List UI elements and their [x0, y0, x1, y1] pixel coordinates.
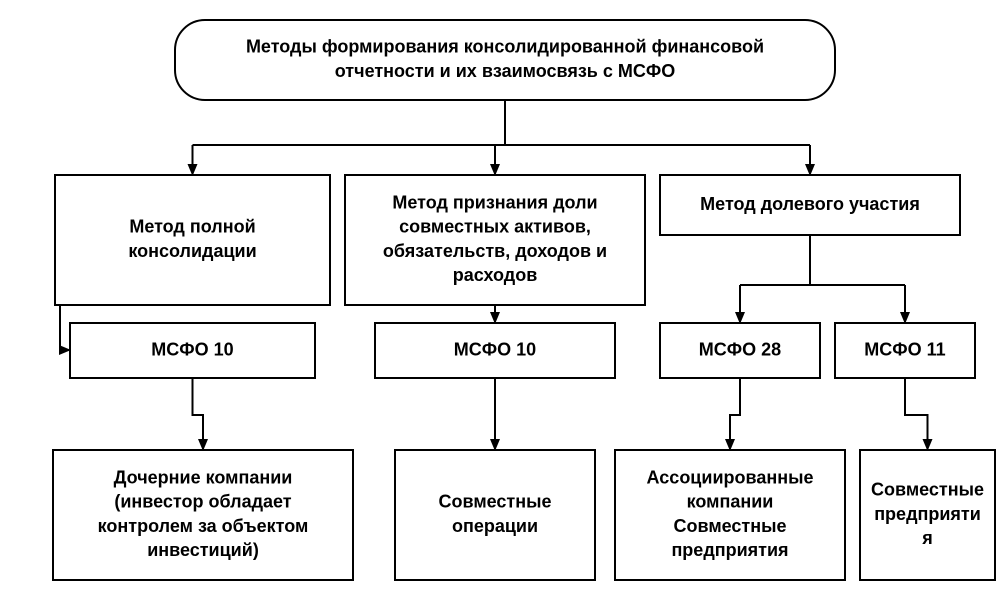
- node-s3: МСФО 28: [660, 323, 820, 378]
- node-l2: Совместные операции: [395, 450, 595, 580]
- node-s2: МСФО 10: [375, 323, 615, 378]
- node-s4: МСФО 11: [835, 323, 975, 378]
- edge: [60, 305, 70, 350]
- node-label-l1-line3: инвестиций): [147, 540, 259, 560]
- node-root: Методы формирования консолидированной фи…: [175, 20, 835, 100]
- node-m2: Метод признания доли совместных активов, о…: [345, 175, 645, 305]
- edge: [730, 378, 740, 450]
- node-label-l1-line1: (инвестор обладает: [114, 492, 291, 512]
- node-label-root-line1: отчетности и их взаимосвязь с МСФО: [335, 61, 675, 81]
- node-label-l3-line1: компании: [687, 492, 774, 512]
- node-label-l2-line0: Совместные: [439, 492, 552, 512]
- node-m1: Метод полной консолидации: [55, 175, 330, 305]
- node-label-m2-line2: обязательств, доходов и: [383, 241, 607, 261]
- flowchart-canvas: Методы формирования консолидированной фи…: [0, 0, 1006, 606]
- node-label-l3-line3: предприятия: [671, 540, 788, 560]
- node-label-l4-line0: Совместные: [871, 479, 984, 499]
- node-label-l2-line1: операции: [452, 516, 538, 536]
- node-l3: Ассоциированные компании Совместные предпри…: [615, 450, 845, 580]
- node-l4: Совместные предприяти я: [860, 450, 995, 580]
- node-label-l3-line0: Ассоциированные: [647, 467, 814, 487]
- node-label-l4-line2: я: [921, 528, 933, 548]
- node-label-l1-line2: контролем за объектом: [98, 516, 309, 536]
- node-label-s1-line0: МСФО 10: [151, 339, 233, 359]
- node-label-l1-line0: Дочерние компании: [114, 467, 293, 487]
- node-label-l3-line2: Совместные: [674, 516, 787, 536]
- node-label-m2-line1: совместных активов,: [399, 217, 591, 237]
- node-label-m3-line0: Метод долевого участия: [700, 194, 920, 214]
- node-label-m2-line3: расходов: [453, 265, 538, 285]
- node-label-l4-line1: предприяти: [874, 504, 981, 524]
- node-label-s4-line0: МСФО 11: [864, 339, 945, 359]
- edge: [905, 378, 928, 450]
- node-label-root-line0: Методы формирования консолидированной фи…: [246, 37, 764, 57]
- node-l1: Дочерние компании (инвестор обладает контр…: [53, 450, 353, 580]
- node-label-m1-line0: Метод полной: [129, 217, 255, 237]
- node-label-s3-line0: МСФО 28: [699, 339, 781, 359]
- node-label-m2-line0: Метод признания доли: [392, 192, 597, 212]
- node-label-s2-line0: МСФО 10: [454, 339, 536, 359]
- node-s1: МСФО 10: [70, 323, 315, 378]
- node-label-m1-line1: консолидации: [128, 241, 256, 261]
- edge: [193, 378, 204, 450]
- node-m3: Метод долевого участия: [660, 175, 960, 235]
